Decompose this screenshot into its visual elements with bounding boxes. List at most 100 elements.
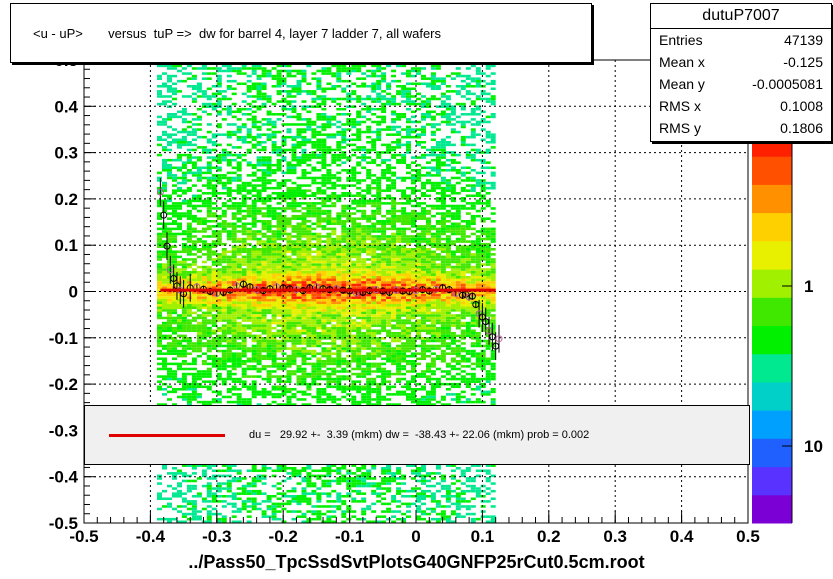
- heatmap-cell: [341, 479, 347, 483]
- heatmap-cell: [191, 156, 197, 159]
- heatmap-cell: [216, 357, 222, 361]
- heatmap-cell: [266, 301, 272, 305]
- heatmap-cell: [326, 176, 332, 180]
- heatmap-cell: [211, 360, 217, 363]
- heatmap-cell: [241, 197, 247, 200]
- heatmap-cell: [351, 166, 357, 170]
- heatmap-cell: [206, 319, 212, 322]
- heatmap-cell: [231, 372, 237, 376]
- heatmap-cell: [316, 169, 322, 172]
- heatmap-cell: [306, 158, 312, 162]
- heatmap-cell: [196, 349, 202, 353]
- heatmap-cell: [326, 281, 332, 284]
- heatmap-cell: [206, 298, 212, 302]
- heatmap-cell: [167, 176, 172, 180]
- heatmap-cell: [162, 204, 167, 208]
- heatmap-cell: [306, 171, 312, 175]
- heatmap-cell: [256, 82, 262, 86]
- heatmap-cell: [196, 492, 202, 495]
- heatmap-cell: [286, 380, 292, 383]
- heatmap-cell: [201, 293, 207, 297]
- heatmap-cell: [291, 225, 297, 228]
- heatmap-cell: [291, 270, 297, 274]
- heatmap-cell: [211, 390, 217, 394]
- heatmap-cell: [296, 377, 302, 381]
- heatmap-cell: [216, 225, 222, 228]
- heatmap-cell: [326, 258, 332, 261]
- heatmap-cell: [211, 102, 217, 106]
- heatmap-cell: [331, 237, 337, 241]
- heatmap-cell: [221, 495, 227, 498]
- heatmap-cell: [236, 324, 242, 327]
- heatmap-cell: [226, 204, 232, 208]
- heatmap-cell: [276, 296, 282, 299]
- heatmap-cell: [291, 326, 297, 330]
- heatmap-cell: [177, 186, 182, 190]
- heatmap-cell: [376, 487, 382, 490]
- heatmap-cell: [162, 118, 167, 121]
- heatmap-cell: [316, 510, 322, 513]
- heatmap-cell: [316, 237, 322, 241]
- heatmap-cell: [366, 365, 372, 368]
- heatmap-cell: [191, 214, 197, 218]
- heatmap-cell: [261, 510, 267, 513]
- heatmap-cell: [226, 67, 232, 70]
- heatmap-cell: [356, 77, 362, 80]
- heatmap-cell: [356, 120, 362, 124]
- heatmap-cell: [326, 278, 332, 282]
- heatmap-cell: [356, 248, 362, 251]
- heatmap-cell: [306, 110, 312, 114]
- heatmap-cell: [167, 118, 172, 121]
- heatmap-cell: [326, 380, 332, 383]
- heatmap-cell: [172, 370, 177, 373]
- heatmap-cell: [201, 337, 207, 340]
- heatmap-cell: [271, 130, 277, 134]
- heatmap-cell: [361, 332, 367, 335]
- heatmap-cell: [261, 304, 267, 307]
- heatmap-cell: [356, 344, 362, 348]
- heatmap-cell: [296, 161, 302, 164]
- heatmap-cell: [271, 209, 277, 213]
- heatmap-cell: [321, 278, 327, 282]
- heatmap-cell: [191, 85, 197, 88]
- heatmap-cell: [361, 62, 367, 65]
- heatmap-cell: [251, 171, 257, 175]
- heatmap-cell: [191, 311, 197, 315]
- heatmap-cell: [296, 375, 302, 378]
- heatmap-cell: [331, 248, 337, 251]
- heatmap-cell: [286, 273, 292, 276]
- heatmap-cell: [186, 291, 192, 294]
- heatmap-cell: [346, 393, 352, 396]
- heatmap-cell: [167, 230, 172, 233]
- heatmap-cell: [246, 334, 252, 338]
- heatmap-cell: [286, 268, 292, 271]
- heatmap-cell: [291, 258, 297, 261]
- heatmap-cell: [281, 301, 287, 305]
- heatmap-cell: [301, 314, 307, 317]
- heatmap-cell: [281, 467, 287, 470]
- heatmap-cell: [341, 232, 347, 236]
- heatmap-cell: [366, 324, 372, 327]
- heatmap-cell: [181, 176, 187, 180]
- heatmap-cell: [236, 298, 242, 302]
- heatmap-cell: [291, 87, 297, 91]
- heatmap-cell: [236, 237, 242, 241]
- heatmap-cell: [162, 199, 167, 203]
- heatmap-cell: [172, 278, 177, 282]
- heatmap-cell: [351, 283, 357, 287]
- heatmap-cell: [261, 326, 267, 330]
- heatmap-cell: [206, 77, 212, 80]
- heatmap-cell: [236, 316, 242, 320]
- heatmap-cell: [231, 240, 237, 243]
- heatmap-cell: [211, 235, 217, 238]
- heatmap-cell: [206, 273, 212, 276]
- heatmap-cell: [172, 202, 177, 205]
- heatmap-cell: [172, 128, 177, 131]
- heatmap-cell: [246, 263, 252, 266]
- heatmap-cell: [167, 497, 172, 501]
- heatmap-cell: [286, 365, 292, 368]
- heatmap-cell: [191, 128, 197, 131]
- heatmap-cell: [366, 151, 372, 154]
- heatmap-cell: [177, 169, 182, 172]
- heatmap-cell: [321, 474, 327, 478]
